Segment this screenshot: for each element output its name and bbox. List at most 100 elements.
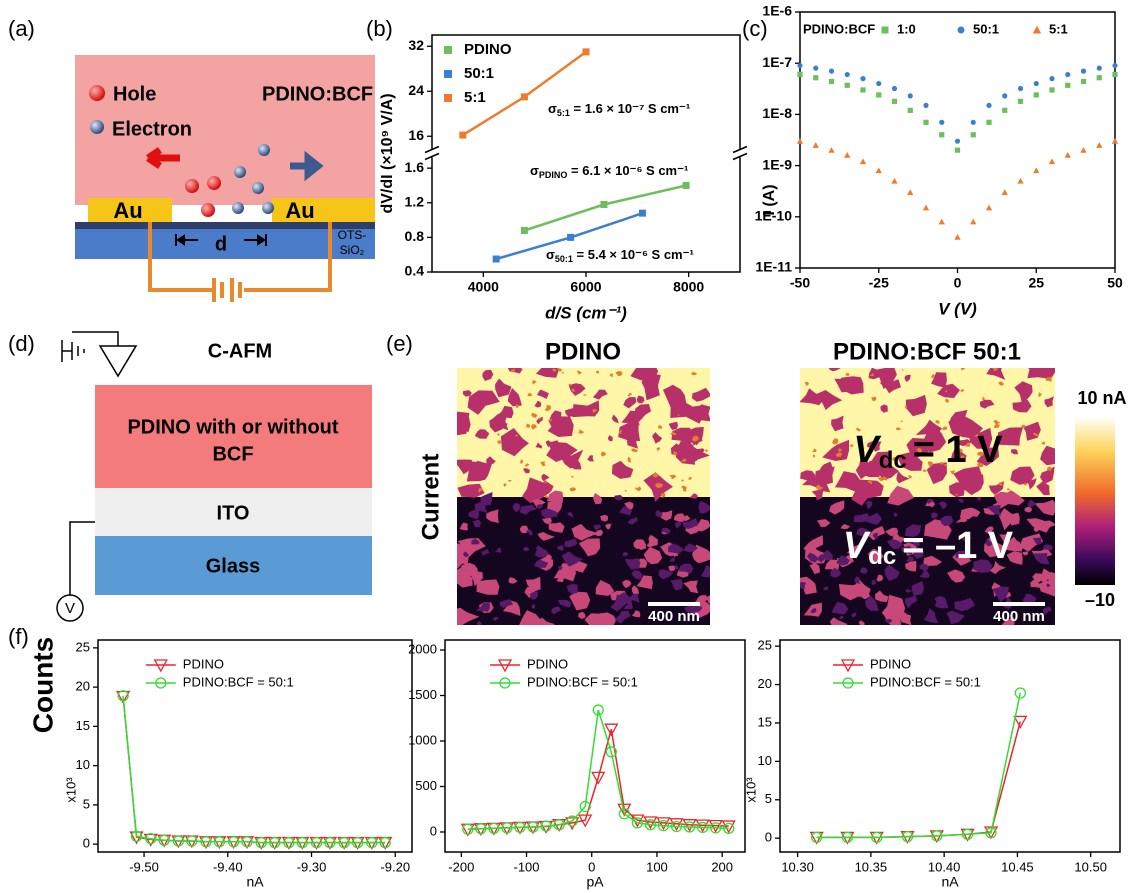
- marker: [475, 823, 487, 835]
- texture-blob: [583, 394, 587, 396]
- texture-blob: [476, 579, 500, 595]
- texture-blob: [930, 426, 942, 441]
- texture-blob: [977, 451, 984, 456]
- texture-blob: [557, 545, 564, 552]
- texture-blob: [535, 549, 549, 558]
- texture-blob: [934, 595, 949, 609]
- texture-blob: [507, 480, 512, 482]
- y-tick-label: 20: [76, 679, 90, 694]
- texture-blob: [927, 461, 934, 467]
- texture-blob: [542, 517, 552, 524]
- texture-blob: [673, 450, 678, 456]
- texture-blob: [658, 424, 663, 429]
- texture-blob: [537, 531, 555, 541]
- x-tick-label: 8000: [673, 279, 704, 295]
- texture-blob: [1047, 466, 1052, 471]
- texture-blob: [494, 548, 502, 554]
- marker: [813, 75, 819, 81]
- chart: -200 -100 0 100 2000500100015002000pAPDINOPD…: [408, 639, 746, 890]
- texture-blob: [945, 398, 949, 403]
- texture-blob: [948, 409, 968, 431]
- marker: [444, 94, 452, 102]
- marker: [828, 68, 835, 74]
- marker: [618, 808, 630, 820]
- gap-arrows: [175, 234, 267, 246]
- wire: [148, 222, 332, 292]
- legend-label: 50:1: [464, 65, 494, 82]
- marker: [875, 167, 882, 174]
- y-tick-label: 1E-11: [755, 259, 792, 275]
- texture-blob: [935, 602, 941, 608]
- electrode-label: Au: [285, 198, 314, 223]
- x-tick-label: -9.20: [380, 859, 410, 874]
- electron: [232, 202, 244, 214]
- marker: [1065, 82, 1071, 88]
- texture: [457, 368, 710, 625]
- series-line: [816, 721, 1022, 839]
- texture-blob: [923, 555, 943, 567]
- texture-blob: [515, 404, 519, 409]
- texture-blob: [572, 400, 600, 418]
- texture-blob: [926, 462, 947, 485]
- marker: [604, 723, 619, 737]
- texture-blob: [901, 545, 913, 555]
- y-tick-label: 32: [408, 37, 424, 53]
- marker: [985, 204, 993, 211]
- x-tick-label: 10.40: [928, 859, 961, 874]
- marker: [527, 821, 539, 833]
- texture-blob: [623, 603, 633, 610]
- y-tick-label: 25: [758, 638, 772, 653]
- texture-blob: [996, 427, 1023, 446]
- x-tick-label: 10.50: [1074, 859, 1107, 874]
- marker: [1013, 715, 1028, 729]
- diagram-d: C-AFM PDINO with or without BCF ITO Glas…: [56, 331, 372, 622]
- texture-blob: [840, 524, 851, 530]
- texture-blob: [800, 581, 806, 589]
- plot-frame: [97, 639, 413, 853]
- texture-blob: [985, 538, 993, 547]
- texture-blob: [866, 440, 877, 449]
- texture-blob: [912, 540, 920, 547]
- marker: [566, 815, 578, 827]
- texture-blob: [526, 529, 533, 536]
- marker: [644, 819, 657, 831]
- texture-blob: [905, 556, 915, 562]
- texture-blob: [952, 452, 959, 460]
- texture-blob: [829, 617, 848, 625]
- texture-blob: [835, 452, 843, 457]
- hole: [207, 176, 221, 190]
- marker: [844, 82, 850, 88]
- texture-blob: [850, 444, 854, 448]
- marker: [540, 820, 552, 832]
- y-tick-label: 1E-6: [762, 3, 792, 19]
- texture-blob: [832, 438, 839, 445]
- texture-blob: [984, 526, 994, 535]
- marker: [488, 822, 500, 834]
- texture-blob: [1036, 481, 1050, 496]
- texture-blob: [512, 502, 520, 512]
- texture-blob: [998, 381, 1004, 386]
- texture-blob: [1023, 483, 1027, 486]
- annotation-subscript: 50:1: [555, 254, 573, 264]
- y-tick-label: 2000: [408, 641, 437, 656]
- gap-label: d: [215, 233, 227, 255]
- texture-blob: [533, 559, 549, 568]
- texture-blob: [926, 498, 934, 504]
- texture-blob: [900, 613, 912, 625]
- texture-blob: [964, 442, 970, 447]
- texture-blob: [1038, 580, 1055, 597]
- substrate: [75, 229, 375, 259]
- marker: [227, 836, 240, 848]
- y-tick-label: 0: [430, 823, 437, 838]
- marker: [145, 833, 157, 845]
- marker: [891, 85, 898, 92]
- marker: [695, 819, 710, 833]
- texture-blob: [507, 368, 523, 374]
- texture-blob: [985, 451, 990, 456]
- texture-blob: [807, 552, 819, 563]
- tip: [98, 345, 138, 378]
- texture-blob: [905, 394, 927, 417]
- marker: [600, 201, 608, 208]
- marker: [324, 836, 336, 849]
- texture-blob: [977, 462, 984, 468]
